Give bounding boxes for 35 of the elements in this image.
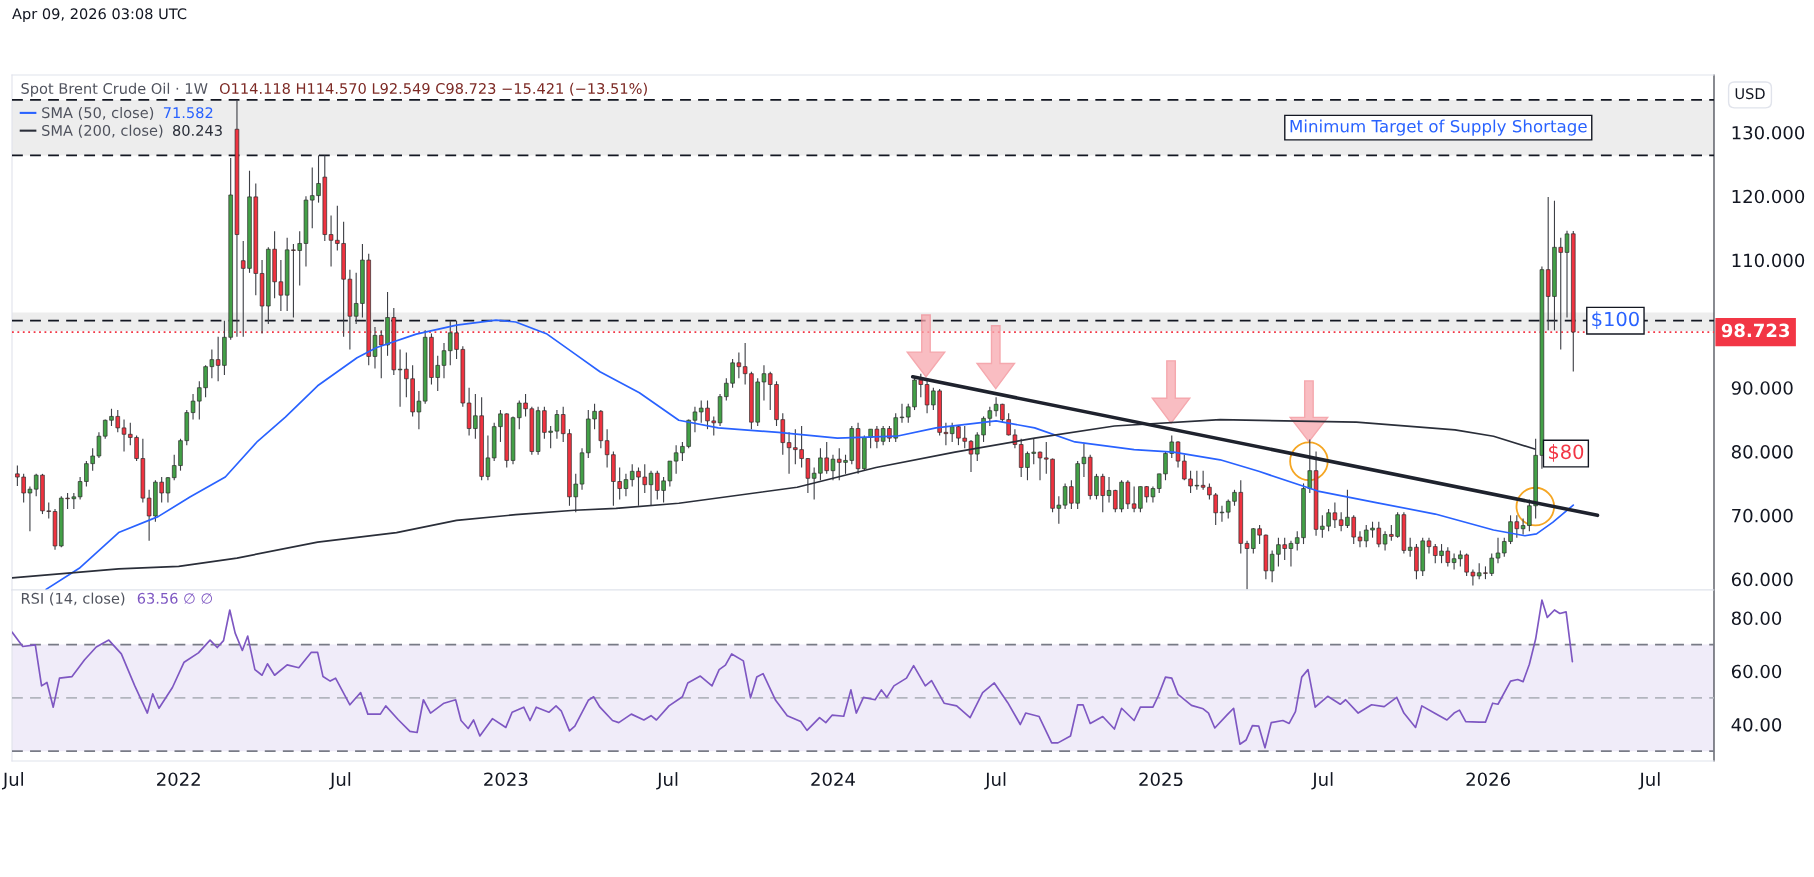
text: Apr 09, 2026 03:08 UTC <box>12 8 187 23</box>
chart-subtitle: O114.118 H114.570 L92.549 C98.723 −15.421 (−13.51%) <box>219 82 647 96</box>
annotation: $80 <box>1548 444 1584 462</box>
annotation: 63.56 ∅ ∅ <box>137 592 213 604</box>
x-tick-label: 2026 <box>1466 772 1510 787</box>
x-tick-label: 2024 <box>811 772 855 787</box>
y-tick-label: 60.000 <box>1731 572 1793 587</box>
text: USD <box>1735 88 1765 100</box>
y-tick-label: 80.00 <box>1731 611 1782 626</box>
legend-label: SMA (200, close) <box>42 124 163 138</box>
x-tick-label: 2022 <box>157 772 200 787</box>
y-tick-label: 110.000 <box>1732 253 1805 268</box>
x-tick-label: 2023 <box>484 772 528 787</box>
x-tick-label: Jul <box>1 772 23 790</box>
y-tick-label: 130.000 <box>1732 125 1805 140</box>
y-tick-label: 40.00 <box>1731 717 1782 732</box>
x-tick-label: Jul <box>1311 772 1333 790</box>
x-tick-label: Jul <box>656 772 678 790</box>
y-tick-label: 60.00 <box>1731 664 1782 679</box>
ref-line-label: 98.723 <box>1721 323 1790 338</box>
y-tick-label: 70.000 <box>1732 508 1793 523</box>
x-tick-label: Jul <box>329 772 351 790</box>
annotation: 80.243 <box>172 124 222 136</box>
x-tick-label: Jul <box>1638 772 1660 790</box>
chart-title: Spot Brent Crude Oil · 1W <box>21 82 208 97</box>
legend-label: SMA (50, close) <box>42 106 154 120</box>
y-tick-label: 90.000 <box>1731 381 1793 395</box>
annotation: 71.582 <box>163 107 213 119</box>
band-label: Minimum Target of Supply Shortage <box>1290 119 1587 136</box>
y-tick-label: 120.000 <box>1732 189 1805 204</box>
x-tick-label: Jul <box>984 772 1006 790</box>
chart-title: RSI (14, close) <box>21 592 125 606</box>
x-tick-label: 2025 <box>1139 772 1183 787</box>
y-tick-label: 80.000 <box>1731 444 1793 459</box>
annotation: $100 <box>1592 311 1639 329</box>
